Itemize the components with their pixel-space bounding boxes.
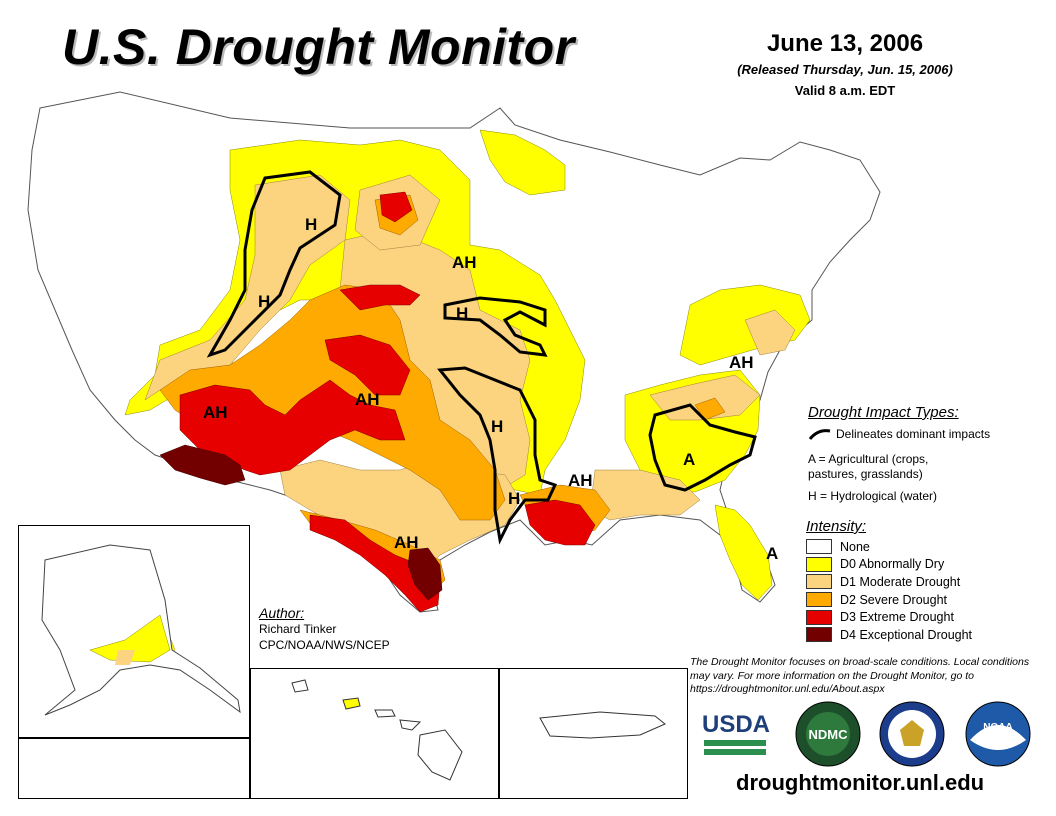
- intensity-row-d4: D4 Exceptional Drought: [806, 626, 1046, 644]
- map-label: AH: [729, 353, 754, 372]
- website-url: droughtmonitor.unl.edu: [736, 770, 984, 796]
- map-label: H: [456, 304, 468, 323]
- noaa-logo-text: NOAA: [983, 722, 1012, 733]
- map-label: AH: [394, 533, 419, 552]
- map-label: H: [305, 215, 317, 234]
- usda-logo-text: USDA: [702, 711, 770, 738]
- map-label: A: [766, 544, 778, 563]
- impact-item-text: Delineates dominant impacts: [836, 427, 990, 442]
- impact-types-heading: Drought Impact Types:: [808, 404, 1048, 421]
- intensity-label: D2 Severe Drought: [840, 593, 947, 607]
- impact-item-line: Delineates dominant impacts: [808, 427, 1048, 445]
- impact-item-hydrological: H = Hydrological (water): [808, 489, 1048, 504]
- intensity-label: D1 Moderate Drought: [840, 575, 960, 589]
- intensity-label: D4 Exceptional Drought: [840, 628, 972, 642]
- usda-logo: USDA: [702, 711, 770, 755]
- ndmc-logo: NDMC: [796, 702, 860, 766]
- intensity-row-d1: D1 Moderate Drought: [806, 573, 1046, 591]
- intensity-row-d0: D0 Abnormally Dry: [806, 556, 1046, 574]
- intensity-legend: Intensity: None D0 Abnormally Dry D1 Mod…: [806, 518, 1046, 644]
- commerce-logo: [880, 702, 944, 766]
- ndmc-logo-text: NDMC: [809, 727, 849, 742]
- swatch-none: [806, 539, 832, 554]
- alaska-inset-lower: [18, 737, 250, 799]
- intensity-label: None: [840, 540, 870, 554]
- map-label: AH: [568, 471, 593, 490]
- map-label: H: [258, 292, 270, 311]
- intensity-row-none: None: [806, 538, 1046, 556]
- impact-item-agricultural: A = Agricultural (crops, pastures, grass…: [808, 452, 1048, 482]
- author-name: Richard Tinker: [259, 621, 390, 637]
- author-org: CPC/NOAA/NWS/NCEP: [259, 637, 390, 653]
- swatch-d3: [806, 610, 832, 625]
- intensity-label: D3 Extreme Drought: [840, 610, 954, 624]
- swatch-d2: [806, 592, 832, 607]
- map-label: AH: [355, 390, 380, 409]
- intensity-label: D0 Abnormally Dry: [840, 557, 944, 571]
- puerto-rico-inset: [498, 668, 688, 799]
- swatch-d4: [806, 627, 832, 642]
- intensity-row-d2: D2 Severe Drought: [806, 591, 1046, 609]
- alaska-inset: [18, 525, 250, 739]
- author-block: Author: Richard Tinker CPC/NOAA/NWS/NCEP: [259, 605, 390, 653]
- swatch-d1: [806, 574, 832, 589]
- map-label: H: [491, 417, 503, 436]
- author-heading: Author:: [259, 605, 390, 621]
- map-label: AH: [203, 403, 228, 422]
- map-label: A: [683, 450, 695, 469]
- swatch-d0: [806, 557, 832, 572]
- intensity-heading: Intensity:: [806, 518, 1046, 535]
- boundary-line-icon: [808, 427, 836, 445]
- map-label: AH: [452, 253, 477, 272]
- impact-types-legend: Drought Impact Types: Delineates dominan…: [808, 404, 1048, 511]
- map-label: H: [508, 489, 520, 508]
- info-note: The Drought Monitor focuses on broad-sca…: [690, 656, 1035, 697]
- hawaii-inset: [250, 668, 500, 799]
- intensity-row-d3: D3 Extreme Drought: [806, 608, 1046, 626]
- impact-item-text: H = Hydrological (water): [808, 489, 937, 504]
- agency-logos: USDA NDMC NOAA: [700, 700, 1040, 770]
- impact-item-text: A = Agricultural (crops, pastures, grass…: [808, 452, 973, 482]
- noaa-logo: NOAA: [966, 702, 1030, 766]
